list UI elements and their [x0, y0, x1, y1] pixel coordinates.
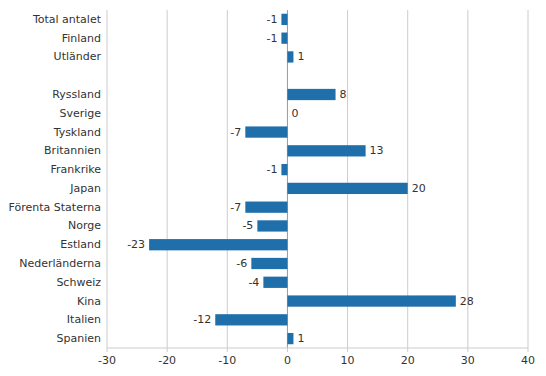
data-label: -1 — [266, 13, 277, 26]
bar — [287, 89, 335, 100]
y-tick-label: Sverige — [59, 107, 101, 120]
bars — [149, 14, 456, 344]
y-tick-label: Ryssland — [52, 88, 101, 101]
bar — [287, 333, 293, 344]
y-axis-labels: Total antalet Finland Utländer Ryssland Sver… — [9, 13, 102, 345]
y-tick-label: Britannien — [44, 144, 101, 157]
data-label: -7 — [230, 126, 241, 139]
bar — [215, 314, 287, 325]
data-label: -23 — [127, 238, 145, 251]
grid-line — [227, 10, 228, 348]
x-tick-label: 40 — [521, 354, 535, 367]
x-tick — [528, 348, 529, 352]
data-label: 1 — [297, 50, 304, 63]
grid — [107, 10, 528, 348]
bar — [251, 258, 287, 269]
chart-container: Total antalet Finland Utländer Ryssland Sver… — [0, 0, 546, 376]
bar — [149, 239, 287, 250]
grid-line — [528, 10, 529, 348]
y-tick-label: Nederländerna — [19, 257, 101, 270]
x-axis: -30 -20 -10 0 10 20 30 40 — [98, 348, 535, 367]
x-tick-label: 20 — [401, 354, 415, 367]
data-label: 0 — [291, 107, 298, 120]
bar — [245, 126, 287, 137]
data-label: 20 — [412, 182, 426, 195]
data-labels: -1-1180-713-120-7-5-23-6-428-121 — [127, 13, 474, 345]
x-tick — [347, 348, 348, 352]
x-tick — [287, 348, 288, 352]
y-tick-label: Tyskland — [53, 126, 101, 139]
y-tick-label: Estland — [60, 238, 101, 251]
data-label: -4 — [248, 276, 259, 289]
bar — [281, 14, 287, 25]
bar — [245, 202, 287, 213]
grid-line — [107, 10, 108, 348]
x-tick — [407, 348, 408, 352]
x-tick — [107, 348, 108, 352]
x-tick-label: -20 — [158, 354, 176, 367]
x-tick-label: -30 — [98, 354, 116, 367]
data-label: -5 — [242, 219, 253, 232]
grid-line — [167, 10, 168, 348]
y-tick-label: Frankrike — [51, 163, 102, 176]
data-label: -1 — [266, 163, 277, 176]
data-label: -6 — [236, 257, 247, 270]
y-tick-label: Spanien — [57, 332, 102, 345]
x-tick — [167, 348, 168, 352]
data-label: 8 — [340, 88, 347, 101]
x-tick — [467, 348, 468, 352]
data-label: 1 — [297, 332, 304, 345]
y-tick-label: Schweiz — [56, 276, 101, 289]
y-tick-label: Italien — [67, 313, 101, 326]
data-label: 28 — [460, 295, 474, 308]
x-tick-label: -10 — [218, 354, 236, 367]
y-tick-label: Norge — [68, 219, 101, 232]
y-tick-label: Förenta Staterna — [9, 201, 101, 214]
bar — [287, 295, 455, 306]
bar — [263, 277, 287, 288]
bar — [287, 51, 293, 62]
x-axis-line — [107, 348, 528, 349]
y-tick-label: Japan — [69, 182, 101, 195]
x-tick — [227, 348, 228, 352]
bar — [281, 33, 287, 44]
x-tick-label: 30 — [461, 354, 475, 367]
chart-svg: Total antalet Finland Utländer Ryssland Sver… — [0, 0, 546, 376]
x-tick-label: 10 — [341, 354, 355, 367]
bar — [287, 145, 365, 156]
bar — [287, 183, 407, 194]
data-label: -12 — [193, 313, 211, 326]
bar — [287, 108, 288, 119]
y-tick-label: Kina — [77, 295, 101, 308]
bar — [281, 164, 287, 175]
data-label: -1 — [266, 32, 277, 45]
y-tick-label: Utländer — [54, 50, 102, 63]
bar — [257, 220, 287, 231]
y-tick-label: Total antalet — [32, 13, 102, 26]
x-tick-label: 0 — [284, 354, 291, 367]
data-label: 13 — [370, 144, 384, 157]
data-label: -7 — [230, 201, 241, 214]
y-tick-label: Finland — [62, 32, 101, 45]
